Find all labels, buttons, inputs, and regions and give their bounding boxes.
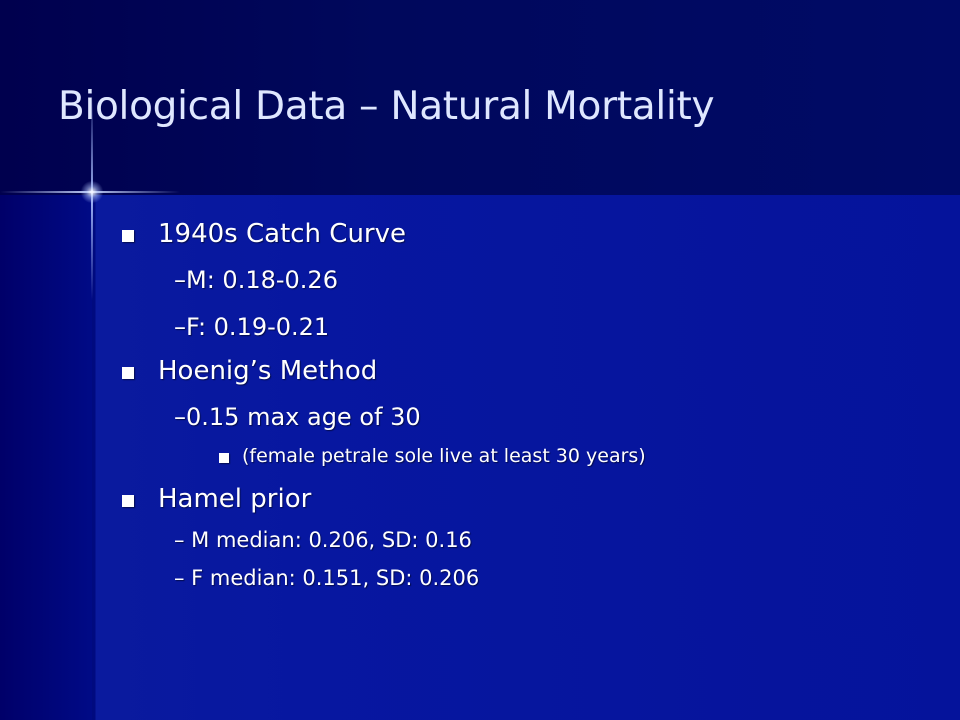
bullet-item: Hamel prior [158, 484, 312, 514]
bullet-item: 1940s Catch Curve [158, 219, 407, 249]
left-strip [0, 195, 92, 720]
sub-bullet-item: –M: 0.18-0.26 [174, 266, 338, 294]
sub-bullet-item: – M median: 0.206, SD: 0.16 [174, 528, 472, 552]
sub-bullet-item: –F: 0.19-0.21 [174, 313, 330, 341]
light-flare-core [80, 181, 104, 203]
sub-bullet-item: – F median: 0.151, SD: 0.206 [174, 566, 480, 590]
bullet-square-icon [122, 495, 134, 507]
sub-sub-bullet-item: (female petrale sole live at least 30 ye… [242, 445, 646, 467]
slide-title: Biological Data – Natural Mortality [58, 84, 715, 129]
bullet-square-icon [219, 453, 229, 463]
bullet-item: Hoenig’s Method [158, 356, 378, 386]
sub-bullet-item: –0.15 max age of 30 [174, 403, 421, 431]
header-band [0, 0, 960, 195]
bullet-square-icon [122, 367, 134, 379]
bullet-square-icon [122, 230, 134, 242]
